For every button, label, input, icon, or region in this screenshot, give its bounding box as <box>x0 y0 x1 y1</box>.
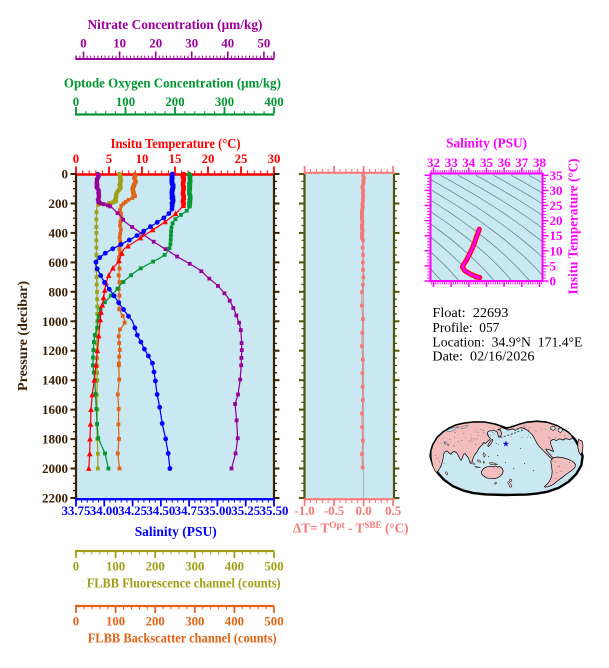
svg-text:400: 400 <box>225 615 244 629</box>
svg-text:200: 200 <box>146 560 165 574</box>
svg-text:1600: 1600 <box>42 402 68 417</box>
svg-text:34.25: 34.25 <box>118 504 147 518</box>
svg-text:30: 30 <box>185 37 198 51</box>
svg-text:100: 100 <box>116 95 135 109</box>
svg-text:15: 15 <box>550 228 564 243</box>
svg-text:0: 0 <box>73 560 79 574</box>
svg-text:200: 200 <box>146 615 165 629</box>
svg-text:100: 100 <box>106 560 125 574</box>
svg-text:400: 400 <box>49 225 69 240</box>
svg-text:0.5: 0.5 <box>385 504 401 518</box>
svg-text:Insitu Temperature (°C): Insitu Temperature (°C) <box>566 159 581 295</box>
svg-text:Pressure (decibar): Pressure (decibar) <box>16 281 31 391</box>
svg-text:33: 33 <box>445 155 459 170</box>
svg-text:32: 32 <box>427 155 440 170</box>
svg-text:0: 0 <box>80 37 86 51</box>
svg-text:Salinity (PSU): Salinity (PSU) <box>135 525 217 540</box>
svg-text:500: 500 <box>264 615 283 629</box>
svg-text:25: 25 <box>550 198 564 213</box>
svg-text:Date: 02/16/2026: Date: 02/16/2026 <box>432 348 534 363</box>
svg-text:800: 800 <box>49 284 69 299</box>
svg-text:1400: 1400 <box>42 373 68 388</box>
svg-text:0: 0 <box>62 167 69 182</box>
svg-text:0.0: 0.0 <box>356 504 372 518</box>
svg-text:FLBB Backscatter channel (coun: FLBB Backscatter channel (counts) <box>88 631 277 646</box>
svg-text:10: 10 <box>550 243 563 258</box>
svg-text:34.75: 34.75 <box>175 504 204 518</box>
svg-text:38: 38 <box>533 155 547 170</box>
svg-text:0: 0 <box>73 615 79 629</box>
svg-text:20: 20 <box>149 37 162 51</box>
svg-text:35.50: 35.50 <box>260 504 289 518</box>
svg-text:25: 25 <box>235 152 248 166</box>
svg-text:300: 300 <box>185 560 204 574</box>
svg-text:33.75: 33.75 <box>62 504 91 518</box>
svg-text:FLBB Fluorescence channel (cou: FLBB Fluorescence channel (counts) <box>87 576 281 591</box>
svg-text:Salinity (PSU): Salinity (PSU) <box>446 136 527 151</box>
svg-text:200: 200 <box>165 95 184 109</box>
svg-text:Optode Oxygen Concentration (μ: Optode Oxygen Concentration (μm/kg) <box>64 77 281 92</box>
svg-text:ΔT= TOpt - TSBE (°C): ΔT= TOpt - TSBE (°C) <box>293 521 409 536</box>
svg-text:34: 34 <box>462 155 476 170</box>
svg-text:1200: 1200 <box>42 343 68 358</box>
svg-text:Insitu Temperature (°C): Insitu Temperature (°C) <box>111 137 241 152</box>
svg-text:15: 15 <box>169 152 182 166</box>
svg-text:Nitrate Concentration (μm/kg): Nitrate Concentration (μm/kg) <box>88 18 263 33</box>
svg-text:35.25: 35.25 <box>231 504 260 518</box>
svg-text:400: 400 <box>225 560 244 574</box>
svg-text:50: 50 <box>258 37 271 51</box>
svg-text:30: 30 <box>550 183 563 198</box>
svg-text:300: 300 <box>185 615 204 629</box>
svg-text:2200: 2200 <box>42 491 68 506</box>
svg-text:0: 0 <box>73 152 79 166</box>
svg-text:35: 35 <box>550 168 564 183</box>
svg-text:Location: 34.9°N 171.4°E: Location: 34.9°N 171.4°E <box>432 334 582 349</box>
svg-text:40: 40 <box>221 37 234 51</box>
svg-text:2000: 2000 <box>42 461 68 476</box>
svg-text:36: 36 <box>498 155 512 170</box>
svg-text:20: 20 <box>202 152 215 166</box>
svg-text:30: 30 <box>268 152 281 166</box>
svg-text:1800: 1800 <box>42 432 68 447</box>
svg-text:400: 400 <box>264 95 283 109</box>
svg-text:10: 10 <box>136 152 149 166</box>
svg-text:34.50: 34.50 <box>147 504 176 518</box>
svg-text:34.00: 34.00 <box>90 504 119 518</box>
svg-text:20: 20 <box>550 213 563 228</box>
svg-text:35.00: 35.00 <box>203 504 232 518</box>
svg-text:10: 10 <box>113 37 126 51</box>
svg-text:Float: 22693: Float: 22693 <box>432 305 508 320</box>
svg-text:200: 200 <box>49 196 69 211</box>
svg-text:100: 100 <box>106 615 125 629</box>
svg-text:1000: 1000 <box>42 314 68 329</box>
svg-text:5: 5 <box>106 152 112 166</box>
svg-text:Profile: 057: Profile: 057 <box>432 320 499 335</box>
svg-text:5: 5 <box>550 258 557 273</box>
svg-text:500: 500 <box>264 560 283 574</box>
svg-text:0: 0 <box>550 274 557 289</box>
svg-text:600: 600 <box>49 255 69 270</box>
svg-text:-0.5: -0.5 <box>324 504 344 518</box>
svg-text:0: 0 <box>73 95 79 109</box>
svg-text:300: 300 <box>215 95 234 109</box>
svg-text:37: 37 <box>515 155 529 170</box>
svg-text:-1.0: -1.0 <box>294 504 314 518</box>
svg-text:35: 35 <box>480 155 494 170</box>
